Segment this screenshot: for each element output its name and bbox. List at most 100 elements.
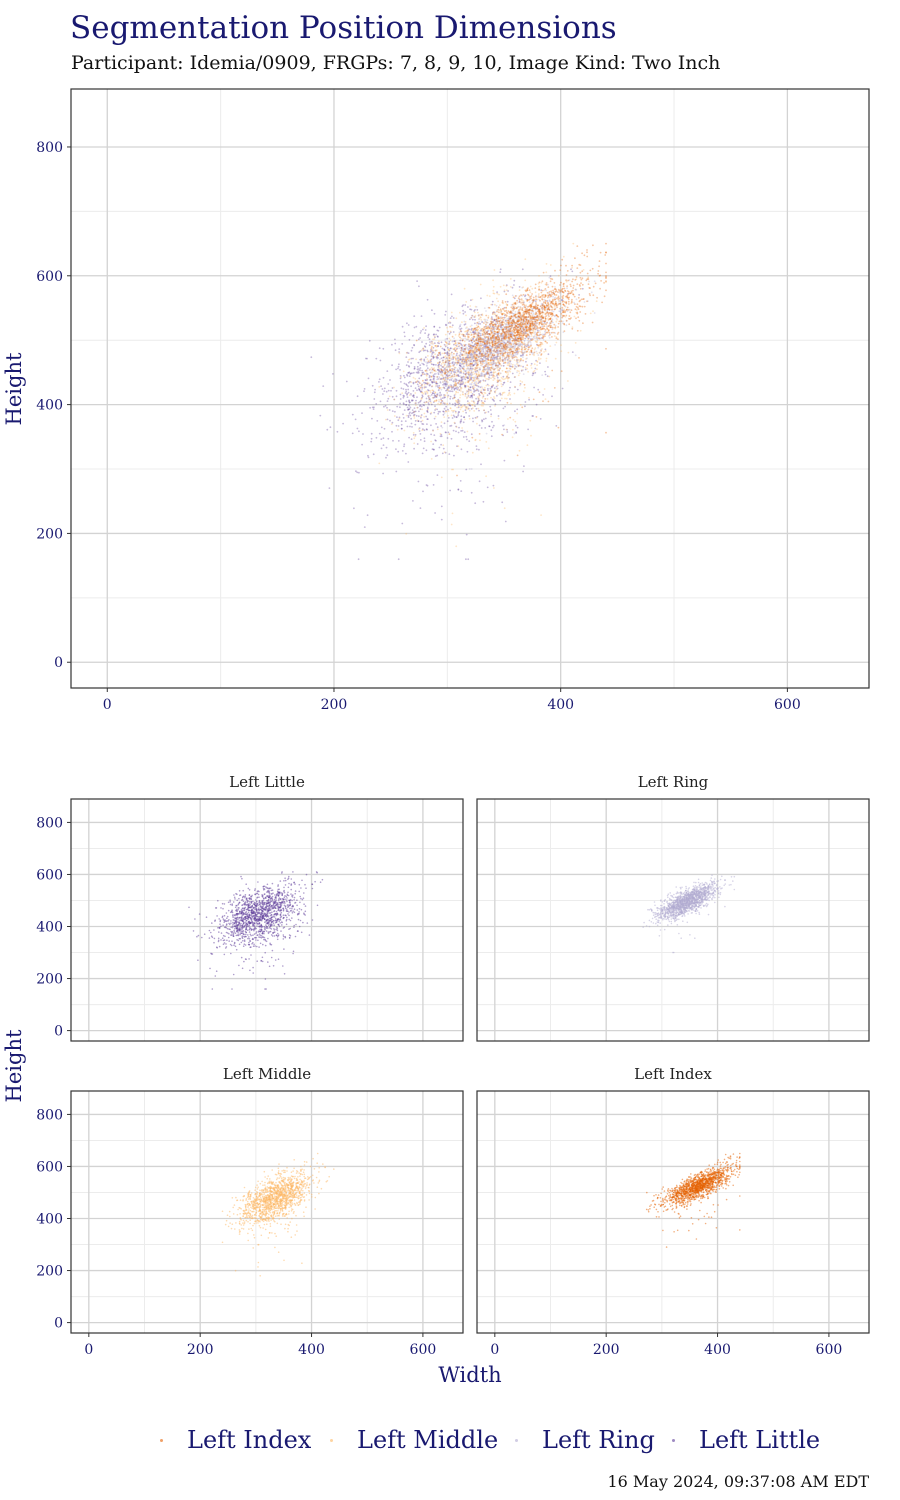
- data-point: [516, 350, 519, 353]
- data-point: [479, 368, 481, 371]
- data-point: [453, 409, 455, 412]
- data-point: [529, 340, 531, 342]
- data-point: [424, 393, 427, 395]
- data-point: [448, 343, 450, 345]
- data-point: [527, 293, 529, 296]
- data-point: [502, 375, 505, 378]
- data-point: [464, 361, 466, 363]
- data-point: [455, 399, 457, 402]
- data-point: [557, 326, 559, 328]
- data-point: [460, 377, 463, 379]
- data-point: [548, 299, 551, 302]
- data-point: [454, 387, 457, 390]
- data-point: [477, 373, 480, 375]
- data-point: [459, 364, 462, 367]
- data-point: [412, 414, 415, 417]
- data-point: [561, 308, 564, 311]
- data-point: [469, 356, 471, 359]
- data-point: [412, 381, 415, 384]
- data-point: [440, 399, 443, 402]
- data-point: [499, 392, 501, 395]
- data-point: [459, 325, 461, 328]
- data-point: [557, 296, 560, 299]
- data-point: [447, 342, 449, 345]
- data-point: [442, 402, 445, 404]
- data-point: [522, 470, 524, 473]
- data-point: [433, 417, 436, 420]
- data-point: [492, 285, 495, 288]
- data-point: [587, 276, 590, 279]
- data-point: [470, 491, 473, 494]
- data-point: [444, 349, 446, 352]
- data-point: [433, 379, 436, 382]
- data-point: [418, 410, 420, 413]
- data-point: [502, 345, 505, 348]
- data-point: [425, 390, 428, 393]
- data-point: [430, 440, 432, 443]
- data-point: [375, 403, 378, 405]
- data-point: [428, 344, 431, 347]
- data-point: [445, 323, 447, 326]
- data-point: [482, 350, 485, 352]
- data-point: [426, 298, 429, 301]
- data-point: [574, 279, 577, 281]
- data-point: [597, 272, 599, 275]
- data-point: [433, 369, 435, 372]
- data-point: [523, 339, 526, 342]
- data-point: [544, 348, 547, 351]
- data-point: [355, 470, 357, 473]
- data-point: [504, 316, 507, 319]
- data-point: [423, 412, 426, 415]
- data-point: [427, 336, 429, 339]
- data-point: [543, 325, 545, 327]
- data-point: [465, 314, 467, 317]
- data-point: [448, 386, 451, 389]
- data-point: [455, 371, 458, 374]
- data-point: [496, 310, 498, 313]
- data-point: [440, 433, 443, 436]
- data-point: [405, 532, 408, 535]
- data-point: [467, 356, 470, 359]
- data-point: [402, 388, 405, 390]
- data-point: [478, 480, 481, 483]
- data-point: [383, 390, 386, 392]
- data-point: [419, 367, 422, 369]
- data-point: [443, 396, 446, 399]
- data-point: [395, 389, 398, 392]
- data-point: [486, 294, 489, 297]
- data-point: [441, 369, 443, 372]
- data-point: [407, 461, 410, 463]
- data-point: [483, 322, 485, 324]
- data-point: [425, 325, 427, 328]
- data-point: [463, 287, 466, 290]
- data-point: [480, 400, 483, 402]
- data-point: [487, 316, 490, 319]
- data-point: [429, 400, 432, 402]
- data-point: [458, 380, 461, 382]
- data-point: [433, 434, 436, 436]
- data-point: [452, 414, 455, 417]
- data-point: [456, 355, 459, 358]
- data-point: [530, 351, 533, 353]
- data-point: [467, 364, 470, 367]
- data-point: [462, 309, 464, 312]
- data-point: [439, 345, 442, 348]
- data-point: [430, 363, 433, 366]
- data-point: [430, 411, 433, 414]
- data-point: [581, 283, 584, 286]
- data-point: [535, 403, 538, 406]
- data-point: [405, 364, 408, 367]
- data-point: [472, 338, 474, 341]
- data-point: [497, 368, 500, 371]
- data-point: [482, 388, 485, 391]
- data-point: [538, 334, 540, 337]
- data-point: [444, 394, 447, 396]
- data-point: [342, 422, 344, 425]
- data-point: [402, 370, 405, 373]
- data-point: [505, 345, 508, 348]
- data-point: [406, 425, 409, 428]
- data-point: [501, 501, 504, 504]
- data-point: [439, 391, 441, 394]
- data-point: [479, 342, 482, 345]
- data-point: [473, 410, 476, 412]
